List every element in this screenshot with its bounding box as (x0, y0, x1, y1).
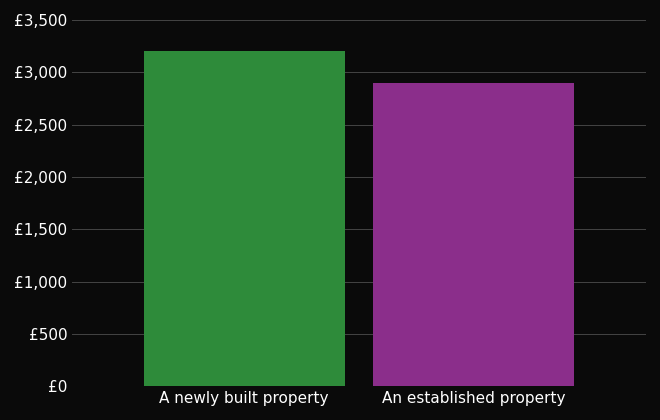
Bar (144, 51, 345, 386)
Bar (374, 83, 574, 386)
